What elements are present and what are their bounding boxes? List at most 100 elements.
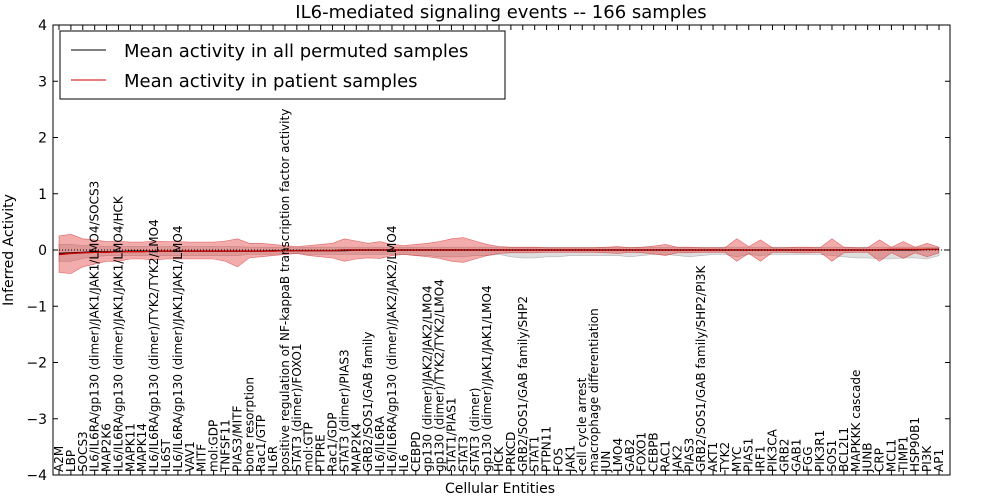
y-tick-label: −2 [26, 356, 47, 372]
x-category-label: MAPKKK cascade [849, 370, 863, 472]
y-axis-label: Inferred Activity [1, 194, 17, 306]
x-category-label: FOS [552, 448, 566, 472]
x-category-label: TIMP1 [896, 436, 910, 473]
x-category-label: IL6/IL6RA/gp130 (dimer)/JAK1/JAK1/LMO4/S… [88, 181, 102, 472]
legend: Mean activity in all permuted samples Me… [59, 30, 506, 100]
x-category-label: Rac1/GTP [254, 415, 268, 472]
y-tick-label: 3 [38, 74, 47, 90]
x-category-label: PTPRE [314, 434, 328, 472]
x-category-label: HCK [492, 446, 506, 472]
patient-band [58, 233, 940, 274]
x-category-label: PIK3R1 [813, 430, 827, 472]
x-category-label: CEBPD [409, 431, 423, 472]
x-category-label: MAP2K4 [349, 423, 363, 472]
permuted-band [58, 244, 940, 262]
x-category-label: STAT1 [528, 436, 542, 472]
x-category-label: HSP90B1 [908, 417, 922, 472]
x-category-label: MAP2K6 [100, 423, 114, 472]
x-category-label: MAPK14 [135, 423, 149, 472]
patient-mean-line [58, 248, 939, 256]
x-category-label: STAT3 [456, 436, 470, 472]
x-category-label: JUNB [861, 442, 875, 473]
x-category-label: gp130 (dimer)/JAK1/JAK1/LMO4 [480, 285, 494, 472]
confidence-bands [58, 233, 940, 274]
x-category-label: JAK1 [563, 445, 577, 473]
x-category-label: A2M [52, 446, 66, 472]
y-tick-label: 0 [38, 243, 47, 259]
x-category-label: GRB2 [777, 438, 791, 472]
x-category-label: cell cycle arrest [575, 377, 589, 472]
y-tick-label: −4 [26, 468, 47, 484]
x-category-label: PTPN11 [540, 426, 554, 472]
y-tick-label: 4 [38, 18, 47, 34]
x-category-label: CRP [873, 448, 887, 472]
x-category-label: IL6/IL6RA [373, 415, 387, 472]
x-category-label: MITF [195, 444, 209, 472]
x-category-label: PIAS1 [742, 438, 756, 472]
x-category-label: TYK2 [718, 442, 732, 473]
y-tick-label: −3 [26, 412, 47, 428]
x-category-label: IL6/IL6RA/gp130 (dimer)/JAK1/JAK1/LMO4/H… [112, 195, 126, 472]
legend-label-patient: Mean activity in patient samples [124, 71, 418, 92]
x-category-label: AP1 [932, 449, 946, 472]
x-category-label: mol:GTP [302, 422, 316, 472]
x-category-label: RAC1 [659, 440, 673, 472]
plot-frame [52, 24, 951, 476]
x-category-label: bone resorption [242, 377, 256, 472]
x-category-label: PIAS3 [682, 438, 696, 472]
x-category-label: STAT3 (dimer)/FOXO1 [290, 343, 304, 472]
y-tick-label: 1 [38, 187, 47, 203]
x-category-label: IL6ST [159, 439, 173, 472]
x-category-label: SOCS3 [76, 431, 90, 472]
x-category-label: PIK3CA [766, 428, 780, 472]
x-category-label: PIAS3/MITF [230, 405, 244, 472]
x-category-label: MAPK11 [123, 423, 137, 472]
x-category-label: STAT1/PIAS1 [444, 397, 458, 472]
x-category-label: PI3K [920, 445, 934, 472]
x-category-label: CEBPB [647, 432, 661, 472]
x-category-label: VAV1 [183, 441, 197, 472]
x-category-label: GRB2/SOS1/GAB family/SHP2 [516, 296, 530, 472]
x-category-label: GAB1 [789, 439, 803, 472]
x-axis-label: Cellular Entities [445, 481, 555, 497]
x-category-label: IL6/IL6RA/gp130 (dimer)/JAK2/JAK2/LMO4 [385, 226, 399, 472]
x-category-label: JUN [599, 451, 613, 473]
x-category-label: IL6 [397, 454, 411, 472]
x-category-label: gp130 (dimer)/JAK2/JAK2/LMO4 [421, 285, 435, 472]
x-category-label: macrophage differentiation [587, 308, 601, 472]
x-category-label: STAT3 (dimer)/PIAS3 [337, 349, 351, 472]
series-lines [58, 248, 939, 256]
x-category-label: STAT3 (dimer) [468, 388, 482, 472]
x-category-label: gp130 (dimer)/TYK2/TYK2/LMO4 [433, 279, 447, 472]
x-category-label: GRB2/SOS1/GAB family [361, 332, 375, 473]
x-category-label: mol:GDP [207, 420, 221, 472]
x-category-label: AKT1 [706, 442, 720, 472]
x-category-label: GRB2/SOS1/GAB family/SHP2/PI3K [694, 264, 708, 472]
x-category-label: IL6/IL6RA/gp130 (dimer)/TYK2/TYK2/LMO4 [147, 219, 161, 472]
x-category-label: positive regulation of NF-kappaB transcr… [278, 109, 292, 472]
x-category-label: MYC [730, 447, 744, 472]
x-category-label: PRKCD [504, 432, 518, 472]
x-category-label: Rac1/GDP [326, 413, 340, 472]
x-category-label: JAK2 [670, 445, 684, 473]
x-category-label: SOS1 [825, 440, 839, 472]
legend-label-permuted: Mean activity in all permuted samples [124, 41, 468, 62]
x-category-label: TNFSF11 [219, 419, 233, 473]
x-category-label: MCL1 [884, 439, 898, 472]
y-tick-label: −1 [26, 299, 47, 315]
x-category-label: IL6/IL6RA/gp130 (dimer)/JAK1/JAK1/LMO4 [171, 226, 185, 472]
x-category-label: FGG [801, 447, 815, 473]
legend-box [59, 30, 506, 100]
y-tick-label: 2 [38, 131, 47, 147]
x-category-label: IRF1 [754, 446, 768, 472]
x-category-label: BCL2L1 [837, 427, 851, 472]
x-category-label: FOXO1 [635, 432, 649, 472]
x-category-label: IL6R [266, 446, 280, 472]
x-category-label: GAB2 [623, 439, 637, 472]
x-category-label: LBP [64, 450, 78, 472]
chart-title: IL6-mediated signaling events -- 166 sam… [295, 2, 706, 23]
axis-ticks: 4 3 2 1 0 −1 −2 −3 −4 [26, 18, 950, 484]
x-category-label: LMO4 [611, 438, 625, 472]
